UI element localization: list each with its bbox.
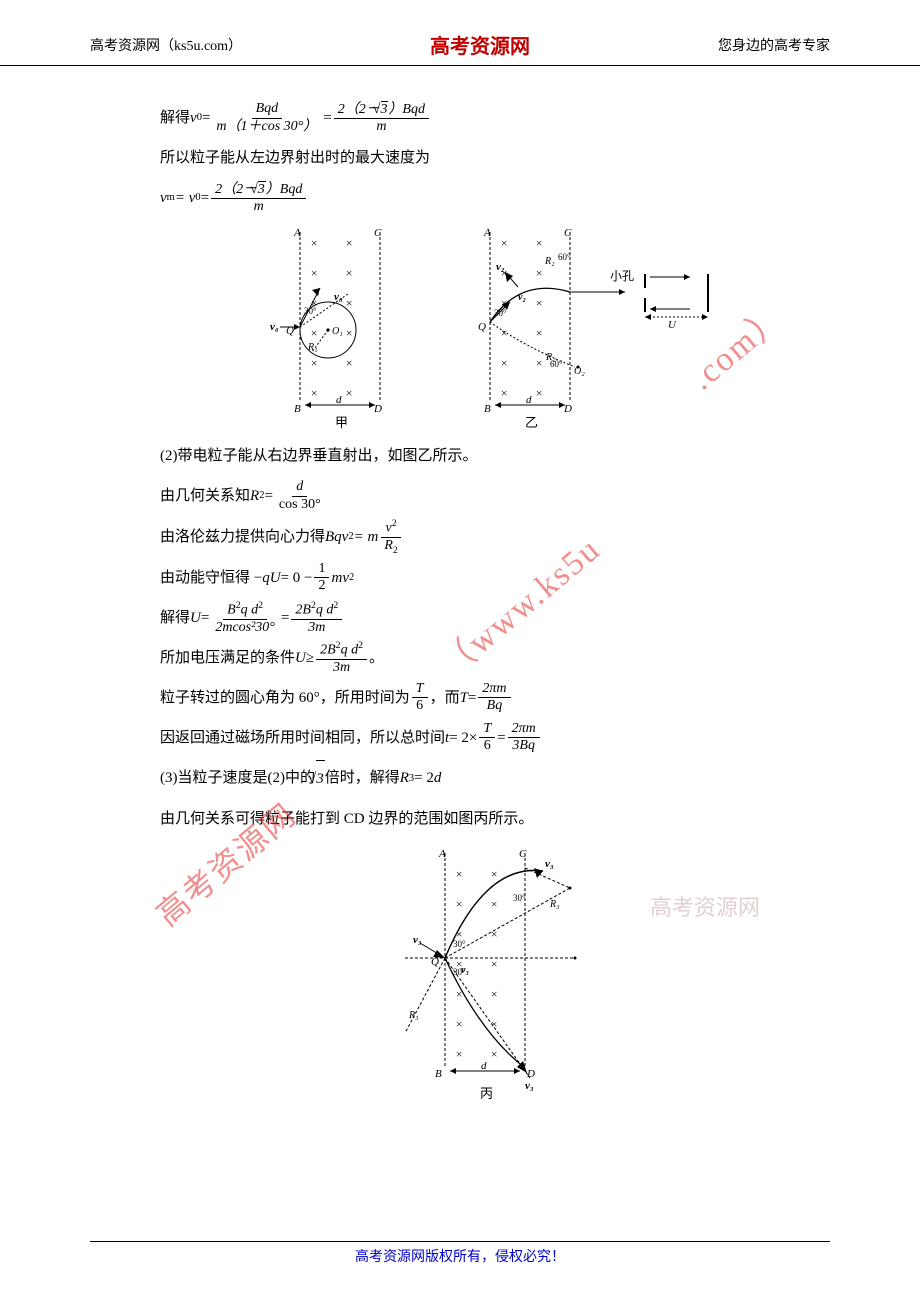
equation-line-5: 由几何关系知 R2 = d cos 30°: [160, 478, 820, 514]
svg-text:×: ×: [490, 957, 498, 971]
svg-text:v₂: v₂: [496, 261, 505, 273]
svg-text:60°: 60°: [558, 252, 571, 262]
diagram-row-1: ×× ×× ×× ×× ×× ×× A C B D Q v₀ v₀ O₁ R₁: [160, 222, 820, 432]
svg-text:U: U: [668, 319, 677, 331]
svg-text:×: ×: [490, 927, 498, 941]
svg-text:×: ×: [535, 386, 543, 400]
equation-line-10: 粒子转过的圆心角为 60°，所用时间为 T 6 ，而 T = 2πm Bq: [160, 680, 820, 716]
svg-text:v₀: v₀: [334, 291, 343, 303]
svg-text:C: C: [564, 227, 572, 239]
svg-text:d: d: [526, 394, 532, 406]
page-header: 高考资源网（ks5u.com） 高考资源网 您身边的高考专家: [0, 0, 920, 66]
svg-text:甲: 甲: [335, 415, 348, 430]
equation-line-9: 所加电压满足的条件 U ≥ 2B2q d2 3m 。: [160, 640, 820, 676]
header-left: 高考资源网（ks5u.com）: [90, 35, 242, 55]
svg-text:×: ×: [345, 296, 353, 310]
svg-text:B: B: [294, 403, 301, 415]
svg-text:C: C: [519, 848, 527, 860]
svg-text:×: ×: [535, 356, 543, 370]
svg-text:小孔: 小孔: [610, 269, 634, 283]
text-line-2: 所以粒子能从左边界射出时的最大速度为: [160, 140, 820, 176]
svg-text:d: d: [336, 394, 342, 406]
svg-text:R₁: R₁: [307, 342, 318, 353]
svg-text:30°: 30°: [513, 893, 526, 903]
svg-text:v₃: v₃: [413, 934, 422, 946]
equation-line-8: 解得 U = B2q d2 2mcos²30° = 2B2q d2 3m: [160, 600, 820, 636]
diagram-yi: ×× ×× ×× ×× ×× ××: [450, 222, 730, 432]
diagram-jia: ×× ×× ×× ×× ×× ×× A C B D Q v₀ v₀ O₁ R₁: [250, 222, 430, 432]
svg-text:A: A: [483, 227, 491, 239]
svg-text:Q: Q: [431, 956, 439, 968]
equation-line-3: vm = v0 = 2（2－3）Bqd m: [160, 180, 820, 216]
svg-text:×: ×: [535, 266, 543, 280]
svg-text:×: ×: [490, 1047, 498, 1061]
svg-text:v₃: v₃: [545, 858, 554, 870]
svg-text:×: ×: [310, 356, 318, 370]
svg-text:×: ×: [535, 236, 543, 250]
svg-text:×: ×: [345, 236, 353, 250]
svg-text:R₂: R₂: [544, 256, 555, 267]
svg-text:Q: Q: [478, 321, 486, 333]
svg-text:×: ×: [455, 987, 463, 1001]
header-center: 高考资源网: [430, 30, 530, 59]
svg-text:×: ×: [310, 386, 318, 400]
equation-line-12: (3)当粒子速度是(2)中的 3 倍时，解得 R3 = 2 d: [160, 760, 820, 797]
header-right: 您身边的高考专家: [718, 35, 830, 55]
svg-text:30°: 30°: [494, 308, 507, 318]
svg-text:v₀: v₀: [270, 321, 279, 333]
svg-text:R₃: R₃: [408, 1010, 419, 1021]
content-body: 解得 v0 = Bqd m（1＋cos 30°） = 2（2－3）Bqd m 所…: [0, 66, 920, 1129]
svg-text:A: A: [438, 848, 446, 860]
svg-text:×: ×: [310, 326, 318, 340]
svg-text:Q: Q: [286, 325, 294, 337]
svg-text:×: ×: [500, 386, 508, 400]
svg-text:O₂: O₂: [574, 366, 585, 377]
svg-text:C: C: [374, 227, 382, 239]
svg-text:×: ×: [310, 236, 318, 250]
svg-text:30°: 30°: [304, 306, 317, 316]
svg-text:×: ×: [490, 987, 498, 1001]
svg-text:30°: 30°: [453, 939, 466, 949]
diagram-bing: ×× ×× ×× ×× ×× ×× ×× A C: [375, 843, 605, 1103]
equation-line-6: 由洛伦兹力提供向心力得 Bqv2 = m v2 R2: [160, 518, 820, 556]
svg-text:×: ×: [500, 236, 508, 250]
svg-text:×: ×: [490, 897, 498, 911]
svg-text:A: A: [293, 227, 301, 239]
text-line-4: (2)带电粒子能从右边界垂直射出，如图乙所示。: [160, 438, 820, 474]
equation-line-7: 由动能守恒得 − qU = 0 − 1 2 mv2: [160, 560, 820, 596]
svg-text:×: ×: [345, 266, 353, 280]
equation-line-11: 因返回通过磁场所用时间相同，所以总时间 t = 2× T 6 = 2πm 3Bq: [160, 720, 820, 756]
svg-text:乙: 乙: [525, 415, 538, 430]
svg-text:×: ×: [345, 326, 353, 340]
text-line-13: 由几何关系可得粒子能打到 CD 边界的范围如图丙所示。: [160, 801, 820, 837]
svg-text:B: B: [435, 1068, 442, 1080]
svg-text:30°: 30°: [453, 967, 466, 977]
svg-text:R₃: R₃: [549, 899, 560, 910]
svg-text:×: ×: [345, 386, 353, 400]
svg-text:D: D: [526, 1068, 535, 1080]
svg-text:O₁: O₁: [332, 326, 343, 337]
page-footer: 高考资源网版权所有，侵权必究！: [90, 1241, 830, 1266]
svg-text:×: ×: [455, 897, 463, 911]
svg-text:60°: 60°: [550, 359, 563, 369]
svg-text:v₂: v₂: [518, 292, 526, 303]
svg-text:×: ×: [490, 867, 498, 881]
svg-text:B: B: [484, 403, 491, 415]
svg-text:×: ×: [455, 867, 463, 881]
svg-text:×: ×: [535, 326, 543, 340]
svg-text:v₃: v₃: [525, 1080, 534, 1092]
svg-text:×: ×: [310, 266, 318, 280]
svg-text:d: d: [481, 1060, 487, 1072]
svg-text:×: ×: [455, 1017, 463, 1031]
diagram-row-2: ×× ×× ×× ×× ×× ×× ×× A C: [160, 843, 820, 1103]
svg-text:×: ×: [345, 356, 353, 370]
svg-text:丙: 丙: [480, 1086, 493, 1101]
svg-text:×: ×: [500, 356, 508, 370]
svg-text:×: ×: [535, 296, 543, 310]
equation-line-1: 解得 v0 = Bqd m（1＋cos 30°） = 2（2－3）Bqd m: [160, 100, 820, 136]
svg-text:×: ×: [455, 1047, 463, 1061]
